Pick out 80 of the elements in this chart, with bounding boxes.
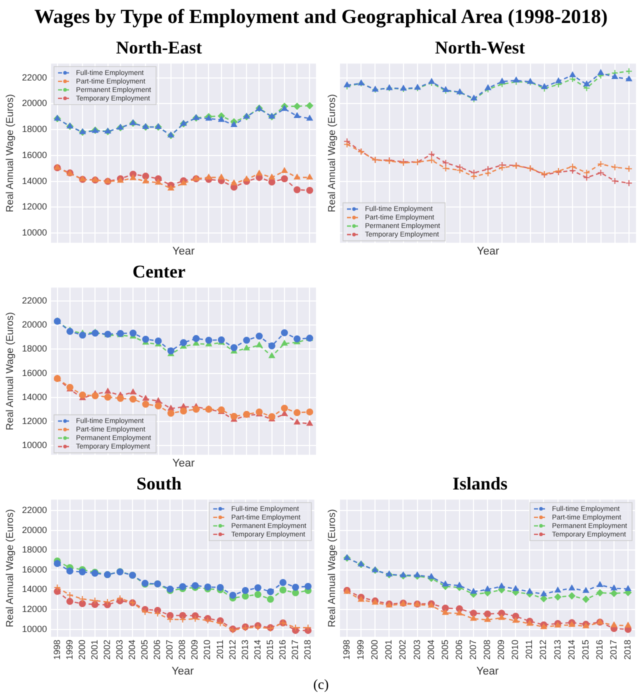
y-tick-label: 18000 <box>22 544 48 555</box>
y-axis-title: Real Annual Wage (Euros) <box>4 94 16 212</box>
x-tick-label: 2011 <box>214 640 225 660</box>
x-axis-title: Year <box>172 665 194 678</box>
x-tick-label: 2004 <box>127 640 138 660</box>
x-tick-label: 2017 <box>290 640 300 660</box>
x-tick-label: 2001 <box>384 640 394 660</box>
x-tick-label: 2002 <box>398 640 408 660</box>
x-tick-label: 2018 <box>302 640 313 660</box>
x-tick-label: 2004 <box>426 640 436 660</box>
x-axis-title: Year <box>476 665 499 678</box>
y-tick-label: 14000 <box>22 392 48 402</box>
x-tick-label: 2008 <box>482 640 492 660</box>
x-tick-label: 2008 <box>177 640 188 660</box>
x-axis-title: Year <box>476 245 500 258</box>
x-tick-label: 2005 <box>440 640 450 660</box>
x-tick-label: 1999 <box>356 640 366 660</box>
y-tick-label: 12000 <box>22 604 48 614</box>
y-tick-label: 10000 <box>22 228 48 238</box>
x-tick-label: 2009 <box>496 640 506 660</box>
x-axis-title: Year <box>172 245 195 258</box>
x-axis-title: Year <box>172 457 195 470</box>
x-tick-label: 2016 <box>594 640 604 660</box>
y-tick-label: 20000 <box>22 320 48 330</box>
x-tick-label: 1999 <box>64 640 74 660</box>
x-tick-label: 2005 <box>140 640 150 660</box>
x-tick-label: 2015 <box>264 640 275 660</box>
x-tick-label: 2009 <box>190 640 200 660</box>
y-tick-label: 16000 <box>22 564 48 574</box>
x-tick-label: 2017 <box>608 640 618 660</box>
y-axis-title: Real Annual Wage (Euros) <box>326 509 338 628</box>
x-tick-label: 2014 <box>566 640 576 660</box>
y-axis-title: Real Annual Wage (Euros) <box>326 94 338 212</box>
chart-title: North-East <box>116 37 202 58</box>
y-tick-label: 10000 <box>22 624 48 634</box>
x-tick-label: 2010 <box>202 640 212 660</box>
x-tick-label: 1998 <box>52 640 62 660</box>
y-tick-label: 12000 <box>22 202 48 212</box>
y-tick-label: 16000 <box>22 368 48 378</box>
y-tick-label: 18000 <box>22 344 48 354</box>
x-tick-label: 2003 <box>114 640 124 660</box>
y-tick-label: 18000 <box>22 124 48 134</box>
x-tick-label: 2001 <box>89 640 100 660</box>
text: Wages by Type of Employment and Geographical Area (1998-2018) <box>33 5 609 29</box>
chart-title: North-West <box>435 37 525 58</box>
text: (c) <box>312 678 330 694</box>
x-tick-label: 2012 <box>227 640 238 660</box>
y-tick-label: 10000 <box>22 440 48 450</box>
y-tick-label: 22000 <box>22 72 48 82</box>
x-tick-label: 1998 <box>342 640 352 660</box>
x-tick-label: 2000 <box>76 640 87 660</box>
x-tick-label: 2003 <box>412 640 422 660</box>
x-tick-label: 2006 <box>454 640 464 660</box>
x-tick-label: 2010 <box>510 640 520 660</box>
x-tick-label: 2015 <box>580 640 590 660</box>
y-tick-label: 20000 <box>22 524 48 535</box>
chart-title: South <box>136 473 182 494</box>
x-tick-label: 2006 <box>152 640 162 660</box>
chart-title: Islands <box>452 473 508 494</box>
x-tick-label: 2013 <box>240 640 250 660</box>
x-tick-label: 2012 <box>538 640 548 660</box>
y-tick-label: 12000 <box>22 416 48 426</box>
x-tick-label: 2016 <box>277 640 288 660</box>
chart-title: Center <box>132 261 186 282</box>
x-tick-label: 2014 <box>252 640 262 660</box>
y-tick-label: 22000 <box>22 504 48 515</box>
x-tick-label: 2002 <box>102 640 112 660</box>
y-axis-title: Real Annual Wage (Euros) <box>4 509 16 628</box>
x-tick-label: 2007 <box>164 640 175 660</box>
y-tick-label: 20000 <box>22 98 48 108</box>
y-tick-label: 14000 <box>22 176 48 186</box>
y-tick-label: 16000 <box>22 150 48 160</box>
y-axis-title: Real Annual Wage (Euros) <box>4 312 16 430</box>
y-tick-label: 22000 <box>22 295 48 306</box>
x-tick-label: 2013 <box>552 640 562 660</box>
x-tick-label: 2018 <box>622 640 633 660</box>
x-tick-label: 2000 <box>370 640 380 660</box>
x-tick-label: 2007 <box>468 640 478 660</box>
x-tick-label: 2011 <box>524 640 534 660</box>
y-tick-label: 14000 <box>22 584 48 594</box>
